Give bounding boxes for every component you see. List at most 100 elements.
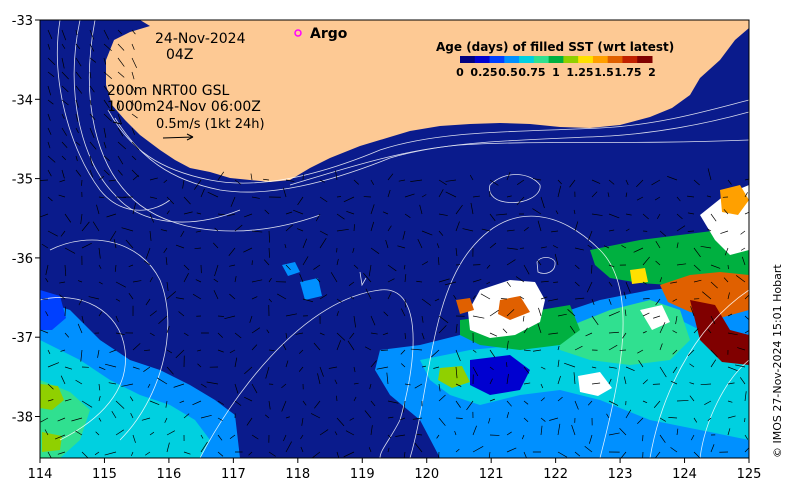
current-vector (637, 417, 644, 424)
current-vector (263, 178, 270, 181)
current-vector (164, 417, 168, 423)
current-vector (175, 297, 185, 300)
current-vector (370, 400, 376, 407)
current-vector (336, 213, 345, 220)
x-tick-label: 114 (28, 467, 53, 482)
current-vector (302, 238, 308, 249)
current-vector (700, 383, 712, 386)
current-vector (387, 225, 392, 232)
current-vector (98, 311, 103, 317)
current-vector (486, 264, 491, 269)
current-vector (727, 313, 733, 317)
current-vector (299, 349, 304, 354)
current-vector (75, 99, 79, 108)
current-vector (571, 424, 576, 436)
current-vector (589, 434, 593, 444)
current-vector (301, 417, 304, 426)
sst-age-patches (40, 185, 749, 458)
current-vector (636, 196, 644, 201)
current-vector (591, 315, 599, 326)
current-vector (315, 213, 321, 222)
current-vector (131, 57, 137, 69)
current-vector (109, 230, 117, 241)
current-vector (523, 366, 530, 374)
current-vector (352, 247, 355, 253)
current-vector (387, 447, 390, 453)
current-vector (40, 213, 49, 218)
current-vector (404, 213, 411, 218)
current-vector (268, 277, 272, 283)
current-vector (642, 312, 650, 317)
current-vector (400, 308, 406, 317)
current-vector (281, 400, 287, 412)
current-vector (196, 212, 202, 215)
current-vector (336, 196, 342, 198)
current-vector (61, 127, 67, 136)
current-vector (117, 43, 125, 51)
current-vector (506, 171, 511, 181)
current-vector (551, 230, 559, 233)
current-vector (707, 168, 712, 181)
colorbar-swatch (519, 56, 535, 63)
current-vector (47, 99, 54, 105)
current-vector (489, 398, 495, 402)
current-vector (532, 178, 542, 181)
current-vector (659, 366, 667, 378)
x-tick-label: 116 (156, 467, 181, 482)
current-vector (89, 99, 92, 106)
current-vector (117, 141, 127, 150)
current-vector (404, 274, 407, 283)
current-vector (364, 346, 372, 351)
current-vector (117, 29, 122, 35)
current-vector (336, 340, 342, 351)
current-vector (147, 383, 151, 388)
current-vector (455, 366, 458, 379)
y-tick-label: -37 (12, 331, 33, 346)
current-vector (302, 298, 314, 303)
current-vector (89, 127, 95, 138)
current-vector (438, 394, 446, 402)
current-vector (744, 294, 749, 300)
current-vector (370, 204, 375, 215)
current-vector (455, 400, 461, 408)
current-vector (744, 330, 749, 334)
current-vector (445, 179, 457, 182)
current-vector (115, 281, 126, 288)
current-vector (587, 400, 593, 406)
current-vector (251, 196, 260, 199)
current-vector (163, 247, 168, 254)
current-vector (195, 230, 202, 233)
current-vector (166, 281, 169, 291)
current-vector (656, 213, 661, 219)
colorbar-swatch (489, 56, 505, 63)
current-vector (195, 279, 202, 283)
current-vector (89, 57, 97, 63)
current-vector (414, 442, 423, 453)
current-vector (608, 331, 619, 334)
current-vector (736, 275, 746, 283)
current-vector (166, 196, 175, 205)
x-tick-label: 123 (608, 467, 633, 482)
current-vector (183, 264, 190, 271)
colorbar-title: Age (days) of filled SST (wrt latest) (436, 40, 674, 54)
current-vector (183, 413, 190, 419)
current-vector (659, 343, 663, 351)
current-vector (380, 349, 389, 351)
current-vector (131, 451, 134, 456)
current-vector (251, 344, 258, 351)
current-vector (434, 298, 440, 302)
current-vector (727, 382, 735, 385)
current-vector (472, 425, 477, 436)
current-vector (655, 240, 661, 249)
current-vector (77, 323, 83, 334)
current-vector (98, 176, 105, 181)
current-vector (489, 349, 496, 358)
current-vector (217, 349, 224, 353)
current-vector (346, 210, 355, 215)
current-vector (268, 247, 270, 258)
current-vector (217, 332, 223, 338)
current-vector (489, 179, 499, 186)
current-vector (532, 208, 542, 215)
current-vector (178, 311, 185, 317)
current-vector (328, 366, 338, 369)
